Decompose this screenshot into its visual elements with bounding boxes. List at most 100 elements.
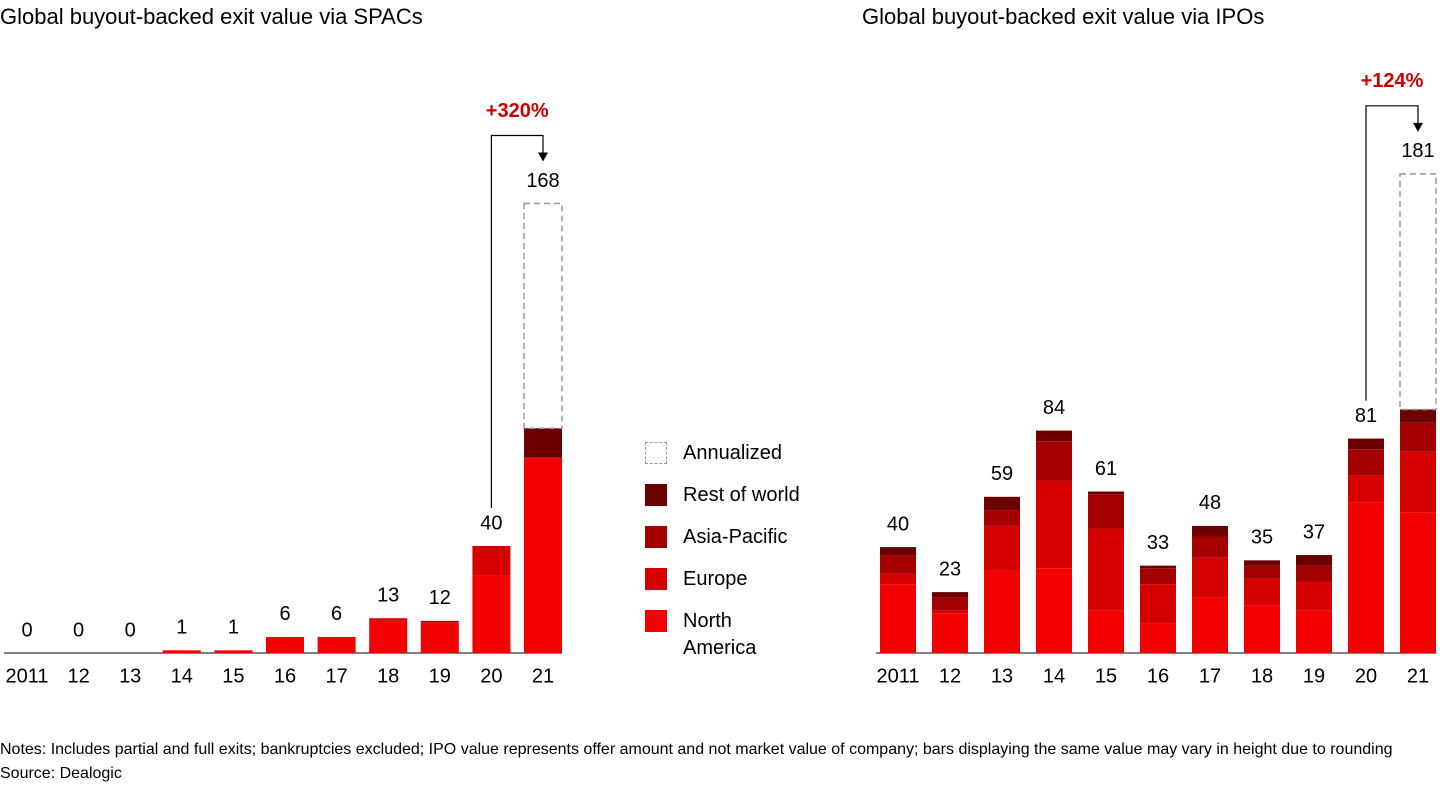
bar-segment [524, 457, 562, 653]
bar-segment [1036, 568, 1072, 653]
bar-segment [1244, 560, 1280, 566]
bar-segment [369, 618, 408, 621]
bar-segment [1192, 536, 1228, 558]
bar-segment [420, 623, 459, 653]
x-tick-label: 2011 [876, 665, 919, 687]
bar-segment [1296, 610, 1332, 653]
legend: Annualized Rest of world Asia-Pacific Europ… [645, 438, 835, 659]
legend-swatch [645, 442, 667, 464]
bar-segment [1036, 480, 1072, 569]
x-tick-label: 20 [1355, 665, 1377, 687]
bar-segment [472, 545, 511, 576]
bar-segment [524, 428, 562, 458]
legend-label: Asia-Pacific [683, 526, 788, 548]
bar-segment [932, 592, 968, 598]
x-tick-label: 15 [222, 665, 244, 687]
bar-segment [1088, 528, 1124, 611]
bar-segment [1348, 502, 1384, 653]
annualized-bar [1399, 173, 1437, 411]
bar-segment [214, 650, 253, 653]
total-label: 1 [228, 617, 239, 639]
total-label: 1 [176, 617, 187, 639]
bar-segment [1088, 610, 1124, 653]
bar-segment [1400, 512, 1436, 653]
total-label: 33 [1147, 532, 1169, 554]
bar-segment [1192, 597, 1228, 653]
total-label: 23 [939, 558, 961, 580]
legend-item: Rest of world [645, 480, 835, 522]
x-tick-label: 15 [1095, 665, 1117, 687]
bar-segment [1140, 565, 1176, 569]
legend-label: Annualized [683, 442, 782, 464]
total-label: 0 [73, 619, 84, 641]
bar-segment [1140, 568, 1176, 585]
notes: Notes: Includes partial and full exits; … [0, 741, 1393, 758]
source: Source: Dealogic [0, 765, 122, 782]
x-tick-label: 21 [532, 665, 554, 687]
bar-segment [420, 620, 459, 623]
bar-segment [1296, 565, 1332, 582]
bar-segment [1140, 623, 1176, 653]
bar-segment [932, 610, 968, 614]
x-tick-label: 20 [480, 665, 502, 687]
bar-segment [932, 597, 968, 611]
bar-segment [317, 636, 356, 653]
bar-segment [1140, 584, 1176, 624]
x-tick-label: 2011 [5, 665, 48, 687]
total-label: 40 [480, 512, 502, 534]
total-label: 13 [377, 584, 399, 606]
legend-item: North America [645, 606, 835, 659]
bar-segment [1244, 578, 1280, 606]
bar-segment [1400, 451, 1436, 513]
notes-block: Notes: Includes partial and full exits; … [0, 738, 1440, 786]
x-tick-label: 18 [1251, 665, 1273, 687]
bar-segment [162, 650, 201, 653]
legend-swatch [645, 568, 667, 590]
total-label: 12 [429, 587, 451, 609]
chart-title: Global buyout-backed exit value via SPAC… [0, 4, 423, 29]
total-label: 181 [1401, 140, 1434, 162]
bar-segment [880, 547, 916, 556]
bar-segment [1348, 475, 1384, 503]
total-label: 84 [1043, 397, 1065, 419]
annotation-bracket [1365, 105, 1419, 401]
annotation-bracket [490, 134, 544, 508]
legend-item: Annualized [645, 438, 835, 480]
x-tick-label: 21 [1407, 665, 1429, 687]
legend-label: Rest of world [683, 484, 800, 506]
annotation-arrowhead [538, 152, 548, 162]
chart-title: Global buyout-backed exit value via IPOs [862, 4, 1264, 29]
bar-segment [984, 496, 1020, 511]
bar-segment [266, 636, 304, 653]
x-tick-label: 19 [429, 665, 451, 687]
total-label: 81 [1355, 405, 1377, 427]
legend-item: Europe [645, 564, 835, 606]
x-tick-label: 18 [377, 665, 399, 687]
total-label: 6 [331, 603, 342, 625]
x-tick-label: 14 [171, 665, 193, 687]
x-tick-label: 12 [67, 665, 89, 687]
total-label: 0 [125, 619, 136, 641]
bar-segment [1192, 525, 1228, 537]
annotation-arrowhead [1413, 122, 1423, 132]
bar-segment [984, 525, 1020, 571]
total-label: 6 [279, 603, 290, 625]
legend-item: Asia-Pacific [645, 522, 835, 564]
bar-segment [1400, 422, 1436, 452]
total-label: 168 [526, 170, 559, 192]
bar-segment [1296, 581, 1332, 611]
x-tick-label: 16 [1147, 665, 1169, 687]
x-tick-label: 17 [325, 665, 347, 687]
bar-segment [932, 613, 968, 653]
bar-segment [880, 573, 916, 585]
annotation: +124% [1361, 70, 1424, 92]
bar-segment [1192, 557, 1228, 598]
x-tick-label: 14 [1043, 665, 1065, 687]
x-tick-label: 13 [119, 665, 141, 687]
total-label: 40 [887, 513, 909, 535]
total-label: 0 [21, 619, 32, 641]
bar-segment [369, 620, 408, 653]
bar-segment [1244, 565, 1280, 579]
charts: Global buyout-backed exit value via SPAC… [0, 4, 1437, 687]
bar-segment [472, 575, 511, 653]
